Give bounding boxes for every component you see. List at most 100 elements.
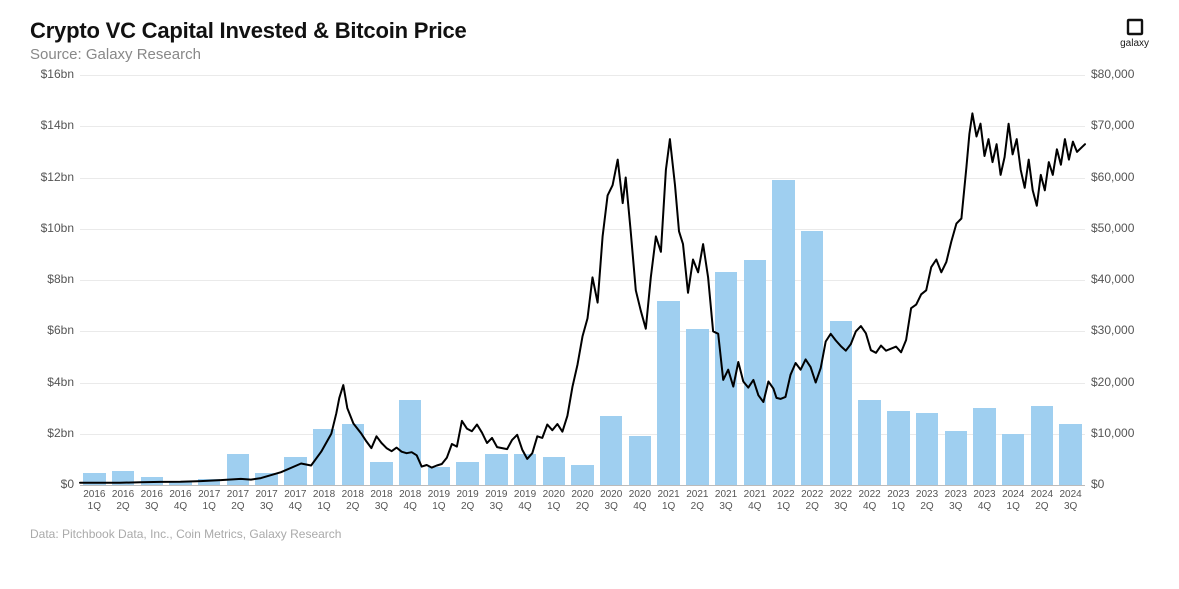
x-tick-label: 2016 1Q xyxy=(80,489,109,512)
vc-capital-bar xyxy=(428,467,450,485)
x-tick-label: 2018 4Q xyxy=(396,489,425,512)
x-tick-label: 2022 2Q xyxy=(798,489,827,512)
x-tick-label: 2024 2Q xyxy=(1028,489,1057,512)
vc-capital-bar xyxy=(744,260,766,486)
vc-capital-bar xyxy=(772,180,794,485)
chart-plot-area: $0 $0 $2bn $10,000 $4bn $20,000 $6bn $30,000 $8b… xyxy=(30,69,1149,521)
chart-header: Crypto VC Capital Invested & Bitcoin Pri… xyxy=(30,18,1149,63)
x-tick-label: 2021 2Q xyxy=(683,489,712,512)
y-right-tick-label: $10,000 xyxy=(1091,426,1134,440)
y-right-tick-label: $60,000 xyxy=(1091,170,1134,184)
vc-capital-bar xyxy=(112,471,134,485)
vc-capital-bar xyxy=(801,231,823,485)
vc-capital-bar xyxy=(198,479,220,485)
vc-capital-bar xyxy=(342,424,364,486)
x-tick-label: 2019 1Q xyxy=(425,489,454,512)
vc-capital-bar xyxy=(1002,434,1024,485)
vc-capital-bar xyxy=(1059,424,1081,486)
x-tick-label: 2024 3Q xyxy=(1056,489,1085,512)
page: Crypto VC Capital Invested & Bitcoin Pri… xyxy=(0,0,1179,589)
x-tick-label: 2019 4Q xyxy=(511,489,540,512)
vc-capital-bar xyxy=(313,429,335,485)
vc-capital-bar xyxy=(887,411,909,485)
y-right-tick-label: $40,000 xyxy=(1091,272,1134,286)
vc-capital-bar xyxy=(657,301,679,486)
y-left-tick-label: $6bn xyxy=(47,323,74,337)
y-left-tick-label: $8bn xyxy=(47,272,74,286)
x-tick-label: 2023 3Q xyxy=(941,489,970,512)
y-left-tick-label: $10bn xyxy=(41,221,74,235)
x-tick-label: 2022 4Q xyxy=(855,489,884,512)
x-tick-label: 2018 1Q xyxy=(310,489,339,512)
gridline xyxy=(80,178,1085,179)
x-tick-label: 2017 4Q xyxy=(281,489,310,512)
vc-capital-bar xyxy=(141,477,163,485)
gridline xyxy=(80,331,1085,332)
vc-capital-bar xyxy=(255,473,277,485)
galaxy-logo-icon xyxy=(1126,18,1144,36)
x-tick-label: 2023 1Q xyxy=(884,489,913,512)
x-tick-label: 2016 3Q xyxy=(137,489,166,512)
vc-capital-bar xyxy=(945,431,967,485)
vc-capital-bar xyxy=(83,473,105,485)
title-block: Crypto VC Capital Invested & Bitcoin Pri… xyxy=(30,18,467,63)
y-right-tick-label: $0 xyxy=(1091,477,1104,491)
vc-capital-bar xyxy=(715,272,737,485)
x-tick-label: 2016 2Q xyxy=(109,489,138,512)
vc-capital-bar xyxy=(399,400,421,485)
x-tick-label: 2022 3Q xyxy=(827,489,856,512)
y-left-tick-label: $0 xyxy=(61,477,74,491)
gridline xyxy=(80,229,1085,230)
vc-capital-bar xyxy=(485,454,507,485)
x-tick-label: 2020 2Q xyxy=(568,489,597,512)
y-right-tick-label: $80,000 xyxy=(1091,67,1134,81)
vc-capital-bar xyxy=(916,413,938,485)
y-right-tick-label: $70,000 xyxy=(1091,118,1134,132)
y-left-tick-label: $4bn xyxy=(47,375,74,389)
x-tick-label: 2021 3Q xyxy=(712,489,741,512)
vc-capital-bar xyxy=(514,454,536,485)
x-tick-label: 2023 2Q xyxy=(913,489,942,512)
x-tick-label: 2023 4Q xyxy=(970,489,999,512)
x-tick-label: 2021 4Q xyxy=(740,489,769,512)
galaxy-logo-label: galaxy xyxy=(1120,38,1149,49)
x-tick-label: 2018 3Q xyxy=(367,489,396,512)
vc-capital-bar xyxy=(973,408,995,485)
vc-capital-bar xyxy=(686,329,708,485)
x-axis-line xyxy=(80,485,1085,486)
y-left-tick-label: $14bn xyxy=(41,118,74,132)
y-left-tick-label: $2bn xyxy=(47,426,74,440)
vc-capital-bar xyxy=(227,454,249,485)
x-tick-label: 2019 3Q xyxy=(482,489,511,512)
y-right-tick-label: $30,000 xyxy=(1091,323,1134,337)
x-tick-label: 2020 3Q xyxy=(597,489,626,512)
gridline xyxy=(80,126,1085,127)
x-tick-label: 2017 2Q xyxy=(224,489,253,512)
vc-capital-bar xyxy=(858,400,880,485)
galaxy-logo: galaxy xyxy=(1120,18,1149,49)
x-tick-label: 2020 1Q xyxy=(539,489,568,512)
vc-capital-bar xyxy=(543,457,565,485)
chart-title: Crypto VC Capital Invested & Bitcoin Pri… xyxy=(30,18,467,44)
vc-capital-bar xyxy=(571,465,593,486)
y-left-tick-label: $16bn xyxy=(41,67,74,81)
gridline xyxy=(80,75,1085,76)
y-right-tick-label: $50,000 xyxy=(1091,221,1134,235)
vc-capital-bar xyxy=(600,416,622,485)
x-tick-label: 2017 1Q xyxy=(195,489,224,512)
x-tick-label: 2020 4Q xyxy=(626,489,655,512)
vc-capital-bar xyxy=(629,436,651,485)
gridline xyxy=(80,280,1085,281)
vc-capital-bar xyxy=(456,462,478,485)
vc-capital-bar xyxy=(169,482,191,485)
x-tick-label: 2017 3Q xyxy=(252,489,281,512)
vc-capital-bar xyxy=(370,462,392,485)
vc-capital-bar xyxy=(284,457,306,485)
y-right-tick-label: $20,000 xyxy=(1091,375,1134,389)
x-tick-label: 2019 2Q xyxy=(453,489,482,512)
gridline xyxy=(80,383,1085,384)
vc-capital-bar xyxy=(1031,406,1053,485)
x-tick-label: 2021 1Q xyxy=(654,489,683,512)
chart-footer: Data: Pitchbook Data, Inc., Coin Metrics… xyxy=(30,527,1149,541)
x-tick-label: 2022 1Q xyxy=(769,489,798,512)
